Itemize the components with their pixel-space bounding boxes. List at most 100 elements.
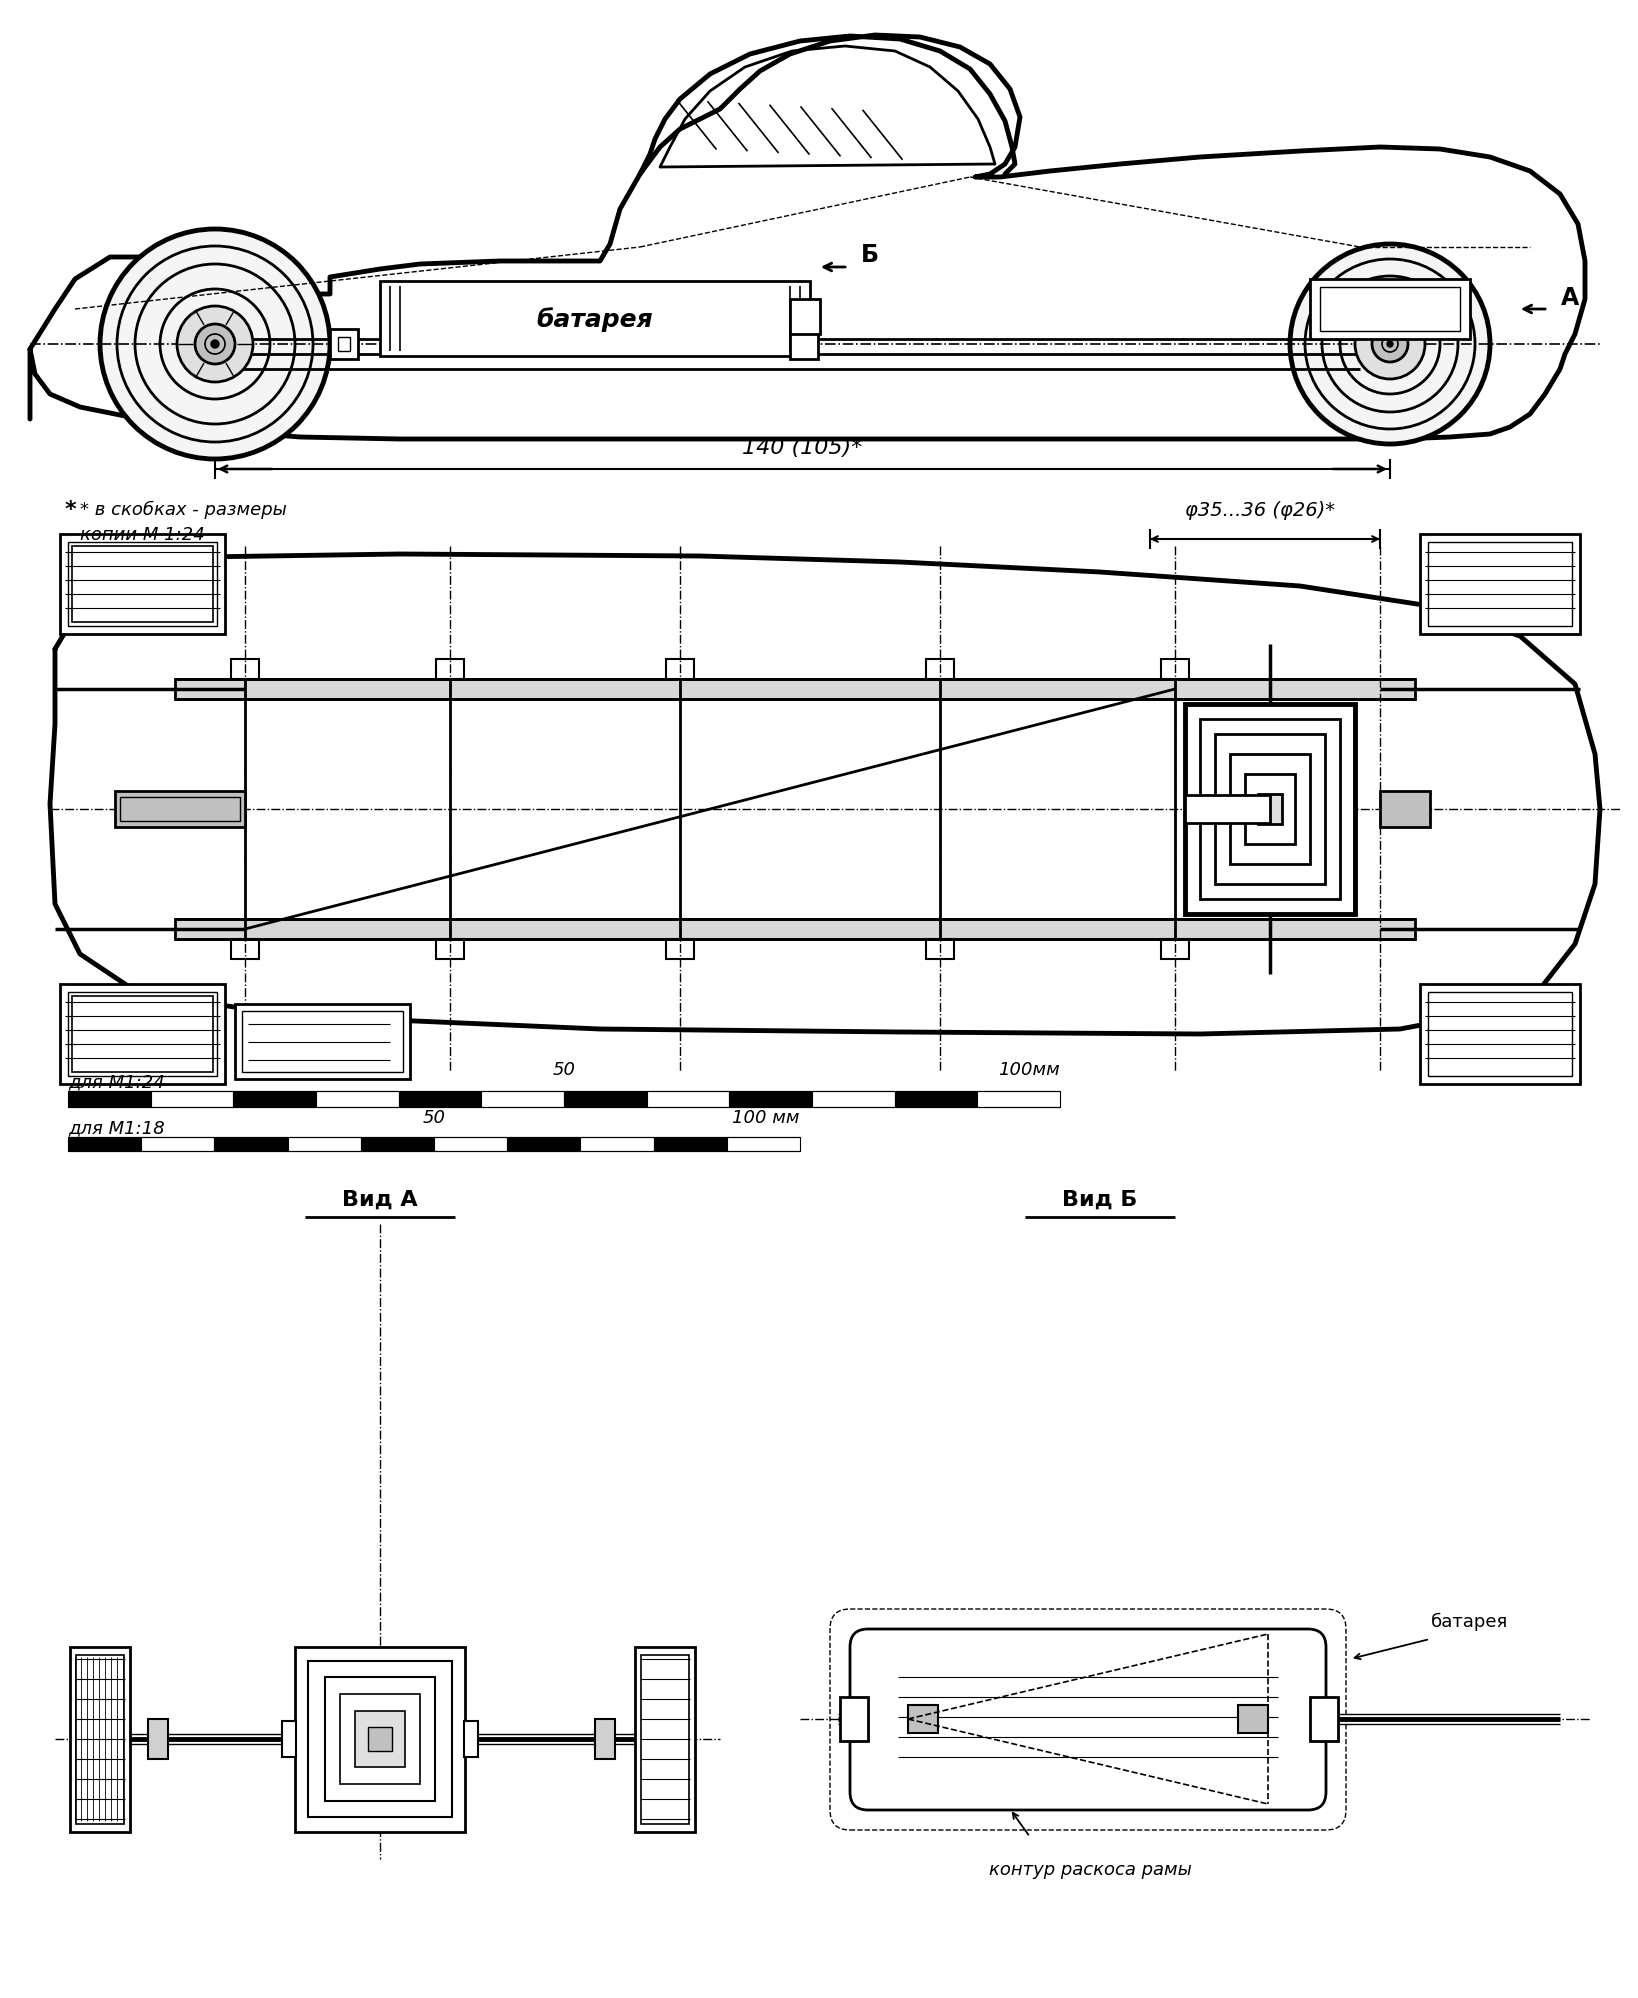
Text: 50: 50 — [552, 1061, 575, 1079]
Bar — [508, 1137, 580, 1151]
Bar — [308, 1660, 452, 1816]
Bar — [69, 993, 216, 1077]
Text: батарея: батарея — [1432, 1612, 1509, 1630]
Circle shape — [1355, 310, 1425, 380]
Bar — [436, 939, 464, 959]
Bar — [1161, 939, 1189, 959]
Bar — [1238, 1704, 1268, 1732]
Bar — [1230, 755, 1310, 865]
Circle shape — [195, 326, 234, 366]
Circle shape — [177, 308, 252, 384]
Bar — [72, 997, 213, 1073]
Text: Вид Б: Вид Б — [1063, 1189, 1138, 1209]
Bar — [1201, 719, 1340, 899]
Bar — [595, 1718, 614, 1758]
Bar — [151, 1091, 233, 1107]
Bar — [434, 1137, 508, 1151]
Bar — [175, 679, 1415, 699]
Bar — [580, 1137, 654, 1151]
Text: Б: Б — [862, 244, 880, 268]
Text: 100 мм: 100 мм — [732, 1109, 799, 1127]
Bar — [790, 300, 821, 336]
Bar — [667, 939, 695, 959]
Bar — [727, 1137, 799, 1151]
Bar — [337, 338, 351, 352]
Bar — [175, 919, 1415, 939]
Bar — [894, 1091, 978, 1107]
Bar — [329, 330, 359, 360]
Bar — [282, 1720, 296, 1756]
Bar — [1161, 659, 1189, 679]
Bar — [231, 659, 259, 679]
Text: контур раскоса рамы: контур раскоса рамы — [989, 1860, 1191, 1878]
Bar — [115, 791, 246, 827]
Bar — [360, 1137, 434, 1151]
Bar — [978, 1091, 1060, 1107]
Bar — [120, 797, 241, 821]
Bar — [640, 1654, 690, 1824]
Bar — [369, 1726, 391, 1750]
Bar — [1428, 993, 1572, 1077]
Bar — [147, 1718, 169, 1758]
Bar — [925, 939, 953, 959]
Bar — [1420, 985, 1581, 1085]
Bar — [1428, 543, 1572, 627]
Circle shape — [1291, 246, 1491, 446]
Text: 140 (105)*: 140 (105)* — [742, 438, 862, 458]
Bar — [636, 1646, 695, 1832]
Bar — [69, 1091, 151, 1107]
Circle shape — [100, 230, 329, 460]
Bar — [1310, 1696, 1338, 1740]
Bar — [380, 282, 811, 358]
Bar — [1184, 705, 1355, 915]
Bar — [231, 939, 259, 959]
Text: копии М 1:24: копии М 1:24 — [80, 525, 205, 543]
Bar — [436, 659, 464, 679]
Bar — [1245, 775, 1296, 845]
Bar — [69, 543, 216, 627]
Bar — [1184, 795, 1269, 823]
Text: 50: 50 — [423, 1109, 446, 1127]
Bar — [341, 1694, 419, 1784]
Bar — [1420, 535, 1581, 635]
Text: Вид А: Вид А — [342, 1189, 418, 1209]
Bar — [1310, 280, 1469, 340]
Bar — [355, 1710, 405, 1766]
Bar — [667, 659, 695, 679]
Bar — [75, 1654, 124, 1824]
Bar — [563, 1091, 647, 1107]
Bar — [215, 1137, 288, 1151]
Bar — [141, 1137, 215, 1151]
Bar — [242, 1011, 403, 1073]
Bar — [233, 1091, 316, 1107]
Bar — [295, 1646, 465, 1832]
Text: * в скобках - размеры: * в скобках - размеры — [80, 501, 287, 519]
Bar — [812, 1091, 894, 1107]
Bar — [398, 1091, 482, 1107]
Bar — [316, 1091, 398, 1107]
Bar — [61, 535, 224, 635]
Bar — [729, 1091, 812, 1107]
Bar — [840, 1696, 868, 1740]
Bar — [324, 1676, 436, 1800]
Bar — [288, 1137, 360, 1151]
Text: для М1:18: для М1:18 — [69, 1119, 165, 1137]
FancyBboxPatch shape — [850, 1628, 1327, 1810]
Text: φ35...36 (φ26)*: φ35...36 (φ26)* — [1184, 500, 1335, 519]
Bar — [482, 1091, 563, 1107]
Bar — [69, 1137, 141, 1151]
Text: 100мм: 100мм — [998, 1061, 1060, 1079]
Bar — [1215, 735, 1325, 885]
Bar — [464, 1720, 478, 1756]
Bar — [70, 1646, 129, 1832]
Text: для М1:24: для М1:24 — [69, 1073, 165, 1091]
Bar — [647, 1091, 729, 1107]
Bar — [1379, 791, 1430, 827]
Bar — [1320, 288, 1459, 332]
Bar — [234, 1005, 410, 1079]
Bar — [907, 1704, 939, 1732]
Text: А: А — [1561, 286, 1579, 310]
Bar — [1258, 795, 1283, 825]
Bar — [654, 1137, 727, 1151]
Circle shape — [1373, 328, 1409, 364]
